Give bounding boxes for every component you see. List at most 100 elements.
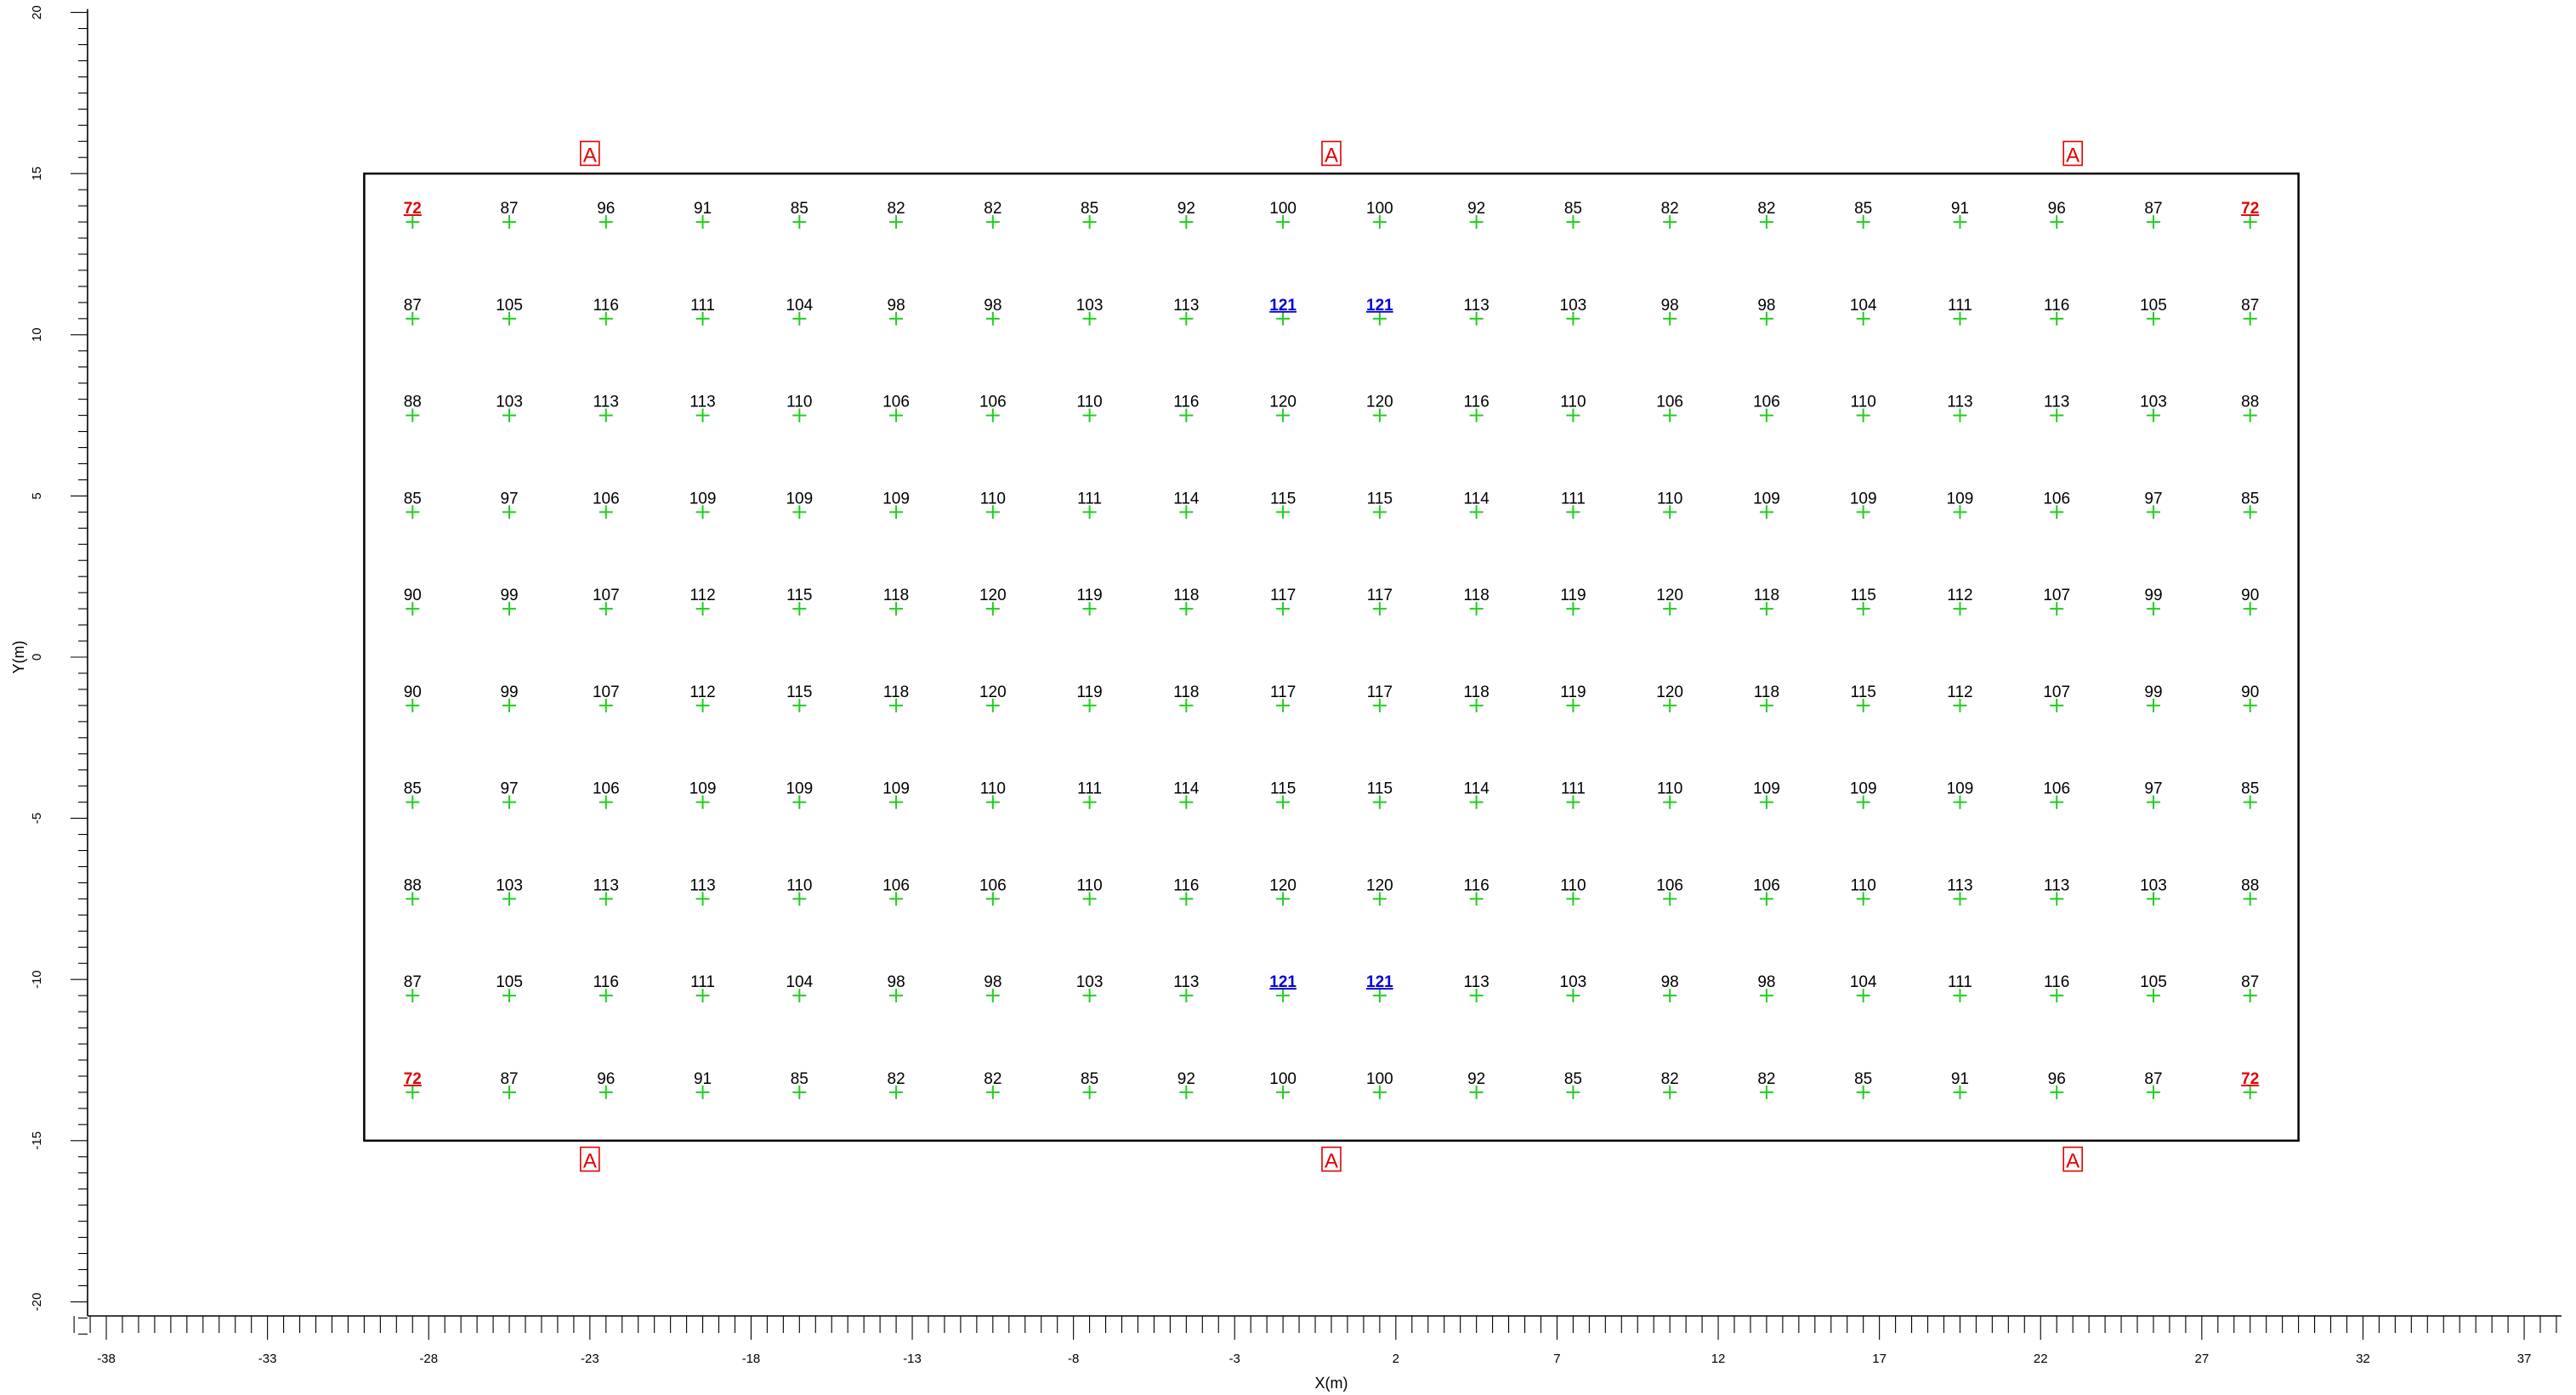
grid-point: 110 — [1076, 876, 1103, 906]
grid-point: 106 — [882, 876, 910, 906]
grid-point: 91 — [694, 200, 712, 230]
luminaire-box — [580, 1146, 600, 1172]
grid-point-value: 105 — [496, 297, 523, 315]
grid-point: 88 — [404, 876, 422, 906]
grid-point: 97 — [2144, 780, 2163, 809]
grid-point: 85 — [1564, 200, 1582, 230]
grid-point: 116 — [1463, 876, 1489, 906]
grid-point: 106 — [2043, 490, 2070, 519]
grid-point: 110 — [980, 490, 1006, 519]
grid-point: 113 — [689, 394, 716, 422]
x-axis-title: X(m) — [1315, 1375, 1348, 1392]
grid-point: 87 — [2241, 973, 2259, 1003]
grid-point: 90 — [404, 683, 422, 712]
grid-point: 87 — [404, 297, 422, 326]
grid-point-value: 88 — [2241, 394, 2259, 411]
grid-point-value: 85 — [404, 490, 422, 508]
luminaire-label: A — [2066, 1150, 2080, 1173]
grid-point: 117 — [1367, 683, 1393, 712]
grid-point: 111 — [1077, 780, 1102, 809]
grid-point-value: 88 — [2241, 876, 2259, 894]
grid-point-value: 97 — [500, 490, 518, 508]
grid-point: 115 — [786, 683, 812, 712]
y-tick-label: -5 — [30, 813, 44, 824]
grid-point: 109 — [882, 780, 910, 809]
grid-point-value: 111 — [1948, 973, 1972, 991]
grid-point-value: 96 — [597, 1070, 615, 1088]
grid-point: 120 — [1656, 587, 1683, 616]
grid-point: 92 — [1177, 1070, 1195, 1099]
grid-point: 99 — [500, 683, 519, 712]
grid-point: 109 — [689, 780, 716, 809]
grid-point: 98 — [1757, 297, 1775, 326]
grid-point: 110 — [1560, 394, 1586, 422]
grid-point-value: 103 — [496, 394, 523, 411]
grid-point: 98 — [1661, 973, 1679, 1003]
grid-point: 88 — [2241, 876, 2259, 906]
grid-point: 109 — [1753, 780, 1780, 809]
grid-points: 72 87 96 91 85 82 82 85 92 100 100 92 85 82 82 85 91 96 87… — [404, 200, 2259, 1099]
luminaire-markers: A A A A A A — [580, 140, 2083, 1173]
grid-point-value: 120 — [1269, 394, 1297, 411]
grid-point: 98 — [1757, 973, 1775, 1003]
grid-point-value: 110 — [980, 780, 1006, 798]
luminaire-box — [1321, 1146, 1342, 1172]
grid-point-value: 92 — [1177, 200, 1195, 218]
grid-point: 91 — [1951, 1070, 1969, 1099]
grid-point-value: 109 — [882, 490, 910, 508]
grid-point-value: 96 — [2048, 1070, 2066, 1088]
grid-point-value: 112 — [1947, 587, 1972, 604]
grid-point-value: 113 — [1947, 394, 1972, 411]
luminaire-label: A — [583, 1150, 597, 1173]
grid-point-value: 106 — [2043, 780, 2070, 798]
grid-point-value: 105 — [2140, 297, 2167, 315]
grid-point-value: 87 — [2144, 200, 2162, 218]
luminaire-label: A — [2066, 144, 2080, 167]
luminaire-marker: A — [580, 1146, 600, 1173]
grid-point-value: 106 — [882, 876, 910, 894]
grid-point: 82 — [984, 200, 1001, 230]
grid-point-value: 116 — [593, 973, 619, 991]
grid-point: 113 — [1947, 876, 1973, 906]
grid-point-value: 118 — [1463, 683, 1489, 701]
grid-point-value: 82 — [888, 1070, 905, 1088]
grid-point-value: 85 — [2241, 490, 2259, 508]
grid-point: 115 — [1851, 683, 1876, 712]
grid-point: 88 — [404, 394, 422, 422]
grid-point: 82 — [1757, 1070, 1775, 1099]
grid-point-value: 98 — [888, 973, 905, 991]
grid-point: 118 — [883, 683, 909, 712]
grid-point-value: 106 — [1753, 876, 1780, 894]
grid-point-value: 85 — [404, 780, 422, 798]
grid-point-value: 109 — [1947, 780, 1974, 798]
luminaire-marker: A — [2063, 1146, 2083, 1173]
grid-point-value: 117 — [1270, 683, 1296, 701]
grid-point: 85 — [404, 780, 422, 809]
luminaire-marker: A — [1321, 140, 1342, 167]
grid-point: 92 — [1467, 1070, 1485, 1099]
grid-point: 111 — [1948, 973, 1972, 1003]
grid-point-value: 111 — [690, 297, 715, 315]
grid-point: 100 — [1366, 1070, 1393, 1099]
x-tick-label: 2 — [1393, 1352, 1399, 1366]
grid-point-value: 110 — [1076, 394, 1102, 411]
grid-point: 103 — [2140, 394, 2167, 422]
grid-point-value: 72 — [404, 1070, 422, 1088]
grid-point-value: 91 — [694, 1070, 712, 1088]
luminaire-box — [1321, 140, 1342, 167]
grid-point-value: 107 — [2043, 587, 2070, 604]
grid-point: 90 — [404, 587, 422, 616]
grid-point-value: 104 — [1850, 297, 1877, 315]
grid-point-value: 72 — [2241, 200, 2259, 218]
grid-point: 112 — [1947, 587, 1973, 616]
grid-point-value: 110 — [1851, 876, 1876, 894]
grid-point-value: 91 — [694, 200, 712, 218]
grid-point-value: 100 — [1269, 1070, 1297, 1088]
grid-point-value: 72 — [2241, 1070, 2259, 1088]
grid-point-value: 113 — [1463, 297, 1489, 315]
grid-point-value: 119 — [1560, 587, 1586, 604]
grid-point-value: 90 — [2241, 587, 2259, 604]
grid-point: 113 — [1173, 973, 1200, 1003]
grid-point: 103 — [1560, 973, 1586, 1003]
grid-point: 85 — [791, 1070, 809, 1099]
